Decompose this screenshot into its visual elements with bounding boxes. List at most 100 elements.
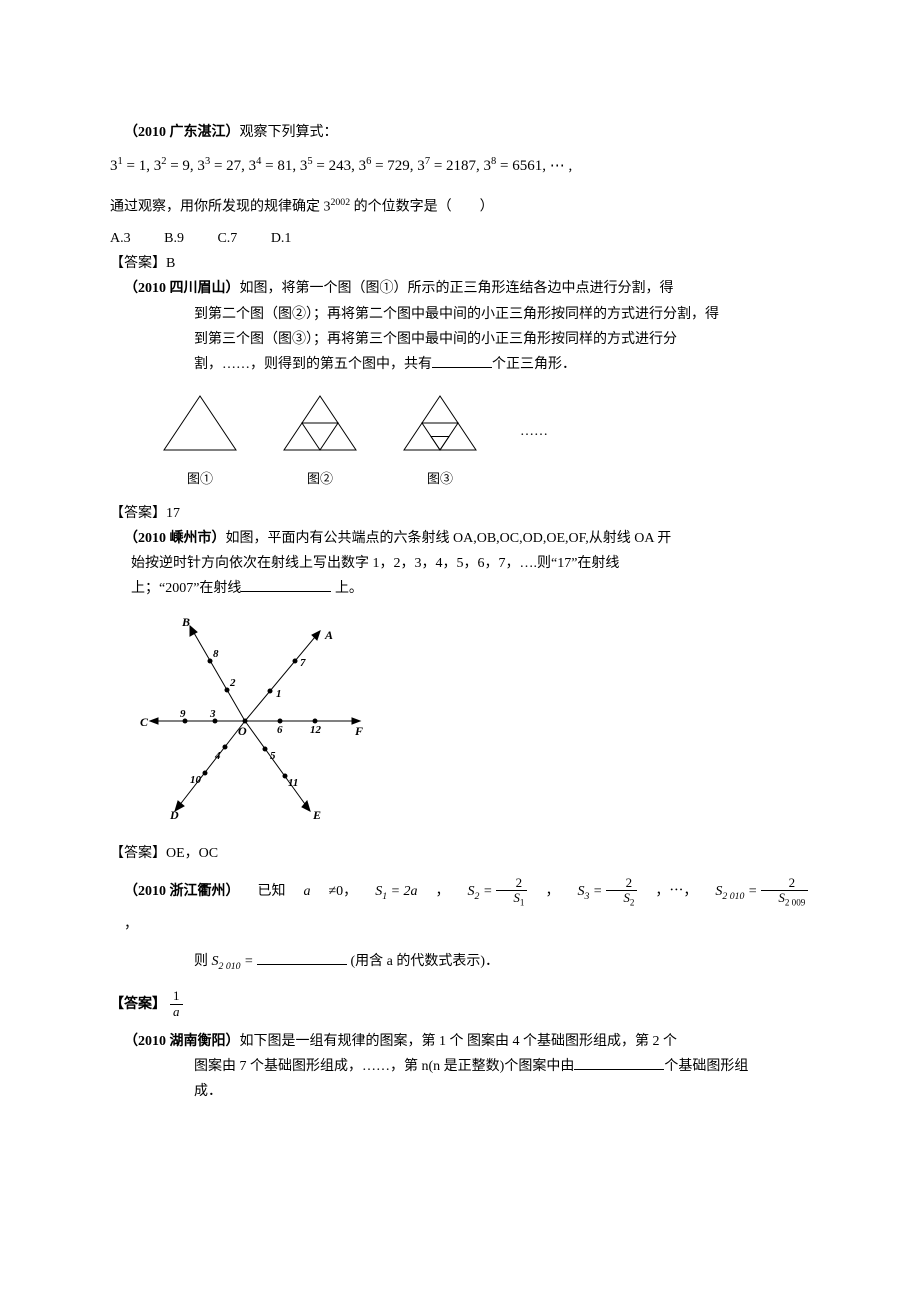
p1-formula: 31 = 1, 32 = 9, 33 = 27, 34 = 81, 35 = 2… xyxy=(110,153,810,180)
c1: ， xyxy=(422,879,450,904)
num-4: 4 xyxy=(214,750,221,762)
p3-line1: （2010 嵊州市）如图，平面内有公共端点的六条射线 OA,OB,OC,OD,O… xyxy=(110,526,810,551)
p2-fig2: 图② xyxy=(280,392,360,491)
problem-3: （2010 嵊州市）如图，平面内有公共端点的六条射线 OA,OB,OC,OD,O… xyxy=(110,526,810,866)
p1-cont: 通过观察，用你所发现的规律确定 32002 的个位数字是（ ） xyxy=(110,194,810,220)
p5-line2: 图案由 7 个基础图形组成，……，第 n(n 是正整数)个图案中由 个基础图形组 xyxy=(110,1054,810,1079)
triangle-2-icon xyxy=(280,392,360,454)
p2-figures: 图① 图② 图③ …… xyxy=(160,392,810,491)
label-B: B xyxy=(181,615,190,629)
p1-answer-val: B xyxy=(166,256,175,271)
p1-answer: 【答案】B xyxy=(110,251,810,276)
p2-line1: （2010 四川眉山）如图，将第一个图（图①）所示的正三角形连结各边中点进行分割… xyxy=(110,276,810,301)
label-D: D xyxy=(169,808,179,821)
triangle-1-icon xyxy=(160,392,240,454)
p2-dots: …… xyxy=(520,419,548,464)
blank xyxy=(241,577,331,592)
p2-s2: 到第二个图（图②）；再将第二个图中最中间的小正三角形按同样的方式进行分割，得 xyxy=(110,302,810,327)
p2-s1: 如图，将第一个图（图①）所示的正三角形连结各边中点进行分割，得 xyxy=(240,281,674,296)
num-8: 8 xyxy=(213,648,219,660)
num-11: 11 xyxy=(288,777,298,789)
p2-s4a: 割，……，则得到的第五个图中，共有 xyxy=(194,357,432,372)
p2-fig1: 图① xyxy=(160,392,240,491)
num-5: 5 xyxy=(270,750,276,762)
num2b: 2 xyxy=(606,876,637,891)
p4-then: 则 xyxy=(194,954,212,969)
frac-s2: 2S1 xyxy=(496,876,527,908)
num2c: 2 xyxy=(761,876,808,891)
p4-answer-frac: 1 a xyxy=(170,989,183,1019)
p4-source: （2010 浙江衢州） xyxy=(110,879,240,904)
p5-s2: 图案由 7 个基础图形组成，……，第 n(n 是正整数)个图案中由 xyxy=(194,1059,574,1074)
p3-s3: 上；“2007”在射线 上。 xyxy=(110,576,810,601)
p5-s3: 个基础图形组 xyxy=(664,1059,748,1074)
p4-ansden: a xyxy=(170,1005,183,1019)
p4-ansnum: 1 xyxy=(170,989,183,1004)
p2-fig3: 图③ xyxy=(400,392,480,491)
p1-cont-a: 通过观察，用你所发现的规律确定 3 xyxy=(110,200,331,215)
frac-s2010: 2S2 009 xyxy=(761,876,808,908)
blank xyxy=(574,1055,664,1070)
num-6: 6 xyxy=(277,724,283,736)
num2a: 2 xyxy=(496,876,527,891)
p3-answer-val: OE，OC xyxy=(166,846,218,861)
problem-2: （2010 四川眉山）如图，将第一个图（图①）所示的正三角形连结各边中点进行分割… xyxy=(110,276,810,526)
num-2: 2 xyxy=(229,677,236,689)
p4-line1: （2010 浙江衢州） 已知 a≠0， S1 = 2a， S2 = 2S1 ， … xyxy=(110,876,810,937)
label-O: O xyxy=(238,724,247,738)
p1-options: A.3 B.9 C.7 D.1 xyxy=(110,226,810,251)
problem-4: （2010 浙江衢州） 已知 a≠0， S1 = 2a， S2 = 2S1 ， … xyxy=(110,876,810,1019)
num-3: 3 xyxy=(209,708,216,720)
label-A: A xyxy=(324,628,333,642)
p1-source: （2010 广东湛江） xyxy=(124,125,240,140)
p5-s1: 如下图是一组有规律的图案，第 1 个 图案由 4 个基础图形组成，第 2 个 xyxy=(240,1034,678,1049)
p1-opt-a: A.3 xyxy=(110,226,131,251)
p4-answer: 【答案】 1 a xyxy=(110,989,810,1019)
answer-label: 【答案】 xyxy=(110,992,166,1017)
p5-line1: （2010 湖南衡阳）如下图是一组有规律的图案，第 1 个 图案由 4 个基础图… xyxy=(110,1029,810,1054)
p2-s4b: 个正三角形． xyxy=(492,357,576,372)
frac-s3: 2S2 xyxy=(606,876,637,908)
p3-figure: A B C D E F O 1 2 3 4 5 6 7 8 9 10 11 12 xyxy=(130,611,810,830)
p2-dots-text: …… xyxy=(520,424,548,439)
p1-exp: 2002 xyxy=(331,197,351,208)
blank xyxy=(432,353,492,368)
p2-cap3: 图③ xyxy=(400,467,480,490)
p3-source: （2010 嵊州市） xyxy=(124,531,226,546)
num-7: 7 xyxy=(300,657,306,669)
triangle-3-icon xyxy=(400,392,480,454)
blank xyxy=(257,950,347,965)
label-C: C xyxy=(140,715,149,729)
answer-label: 【答案】 xyxy=(110,506,166,521)
p2-cap2: 图② xyxy=(280,467,360,490)
p4-tail: (用含 a 的代数式表示)． xyxy=(351,954,500,969)
c2: ， xyxy=(531,879,559,904)
p3-s3a: 上；“2007”在射线 xyxy=(131,581,241,596)
six-rays-icon: A B C D E F O 1 2 3 4 5 6 7 8 9 10 11 12 xyxy=(130,611,370,821)
p2-s3: 到第三个图（图③）；再将第三个图中最中间的小正三角形按同样的方式进行分 xyxy=(110,327,810,352)
p2-s4: 割，……，则得到的第五个图中，共有 个正三角形． xyxy=(110,352,810,377)
p2-cap1: 图① xyxy=(160,467,240,490)
answer-label: 【答案】 xyxy=(110,256,166,271)
p1-opt-c: C.7 xyxy=(217,226,237,251)
num-1: 1 xyxy=(276,688,282,700)
p1-line1: （2010 广东湛江）观察下列算式： xyxy=(110,120,810,145)
p4-line2: 则 S2 010 = (用含 a 的代数式表示)． xyxy=(110,949,810,975)
p3-s3b: 上。 xyxy=(331,581,363,596)
p1-opt-d: D.1 xyxy=(271,226,292,251)
num-9: 9 xyxy=(180,708,186,720)
p4-dots: ，⋯， xyxy=(641,879,697,904)
p1-stem: 观察下列算式： xyxy=(240,125,338,140)
p1-opt-b: B.9 xyxy=(164,226,184,251)
p5-s4: 成． xyxy=(110,1079,810,1104)
p4-s1: 已知 xyxy=(244,879,286,904)
label-F: F xyxy=(354,724,363,738)
p5-source: （2010 湖南衡阳） xyxy=(124,1034,240,1049)
p2-answer-val: 17 xyxy=(166,506,180,521)
num-10: 10 xyxy=(190,774,202,786)
p3-s2: 始按逆时针方向依次在射线上写出数字 1，2，3，4，5，6，7，….则“17”在… xyxy=(110,551,810,576)
num-12: 12 xyxy=(310,724,322,736)
p3-s1: 如图，平面内有公共端点的六条射线 OA,OB,OC,OD,OE,OF,从射线 O… xyxy=(226,531,672,546)
p3-answer: 【答案】OE，OC xyxy=(110,841,810,866)
answer-label: 【答案】 xyxy=(110,846,166,861)
